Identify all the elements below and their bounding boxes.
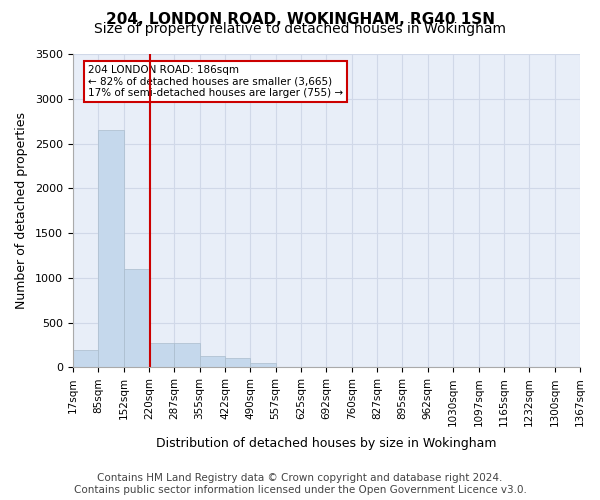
- Bar: [98, 130, 124, 368]
- Bar: [73, 350, 98, 368]
- Bar: [200, 356, 225, 368]
- Text: 204, LONDON ROAD, WOKINGHAM, RG40 1SN: 204, LONDON ROAD, WOKINGHAM, RG40 1SN: [106, 12, 494, 28]
- Text: Size of property relative to detached houses in Wokingham: Size of property relative to detached ho…: [94, 22, 506, 36]
- Text: Contains HM Land Registry data © Crown copyright and database right 2024.
Contai: Contains HM Land Registry data © Crown c…: [74, 474, 526, 495]
- Y-axis label: Number of detached properties: Number of detached properties: [15, 112, 28, 309]
- Bar: [124, 269, 149, 368]
- Bar: [225, 358, 250, 368]
- Bar: [149, 343, 174, 367]
- X-axis label: Distribution of detached houses by size in Wokingham: Distribution of detached houses by size …: [156, 437, 497, 450]
- Text: 204 LONDON ROAD: 186sqm
← 82% of detached houses are smaller (3,665)
17% of semi: 204 LONDON ROAD: 186sqm ← 82% of detache…: [88, 65, 343, 98]
- Bar: [250, 363, 275, 368]
- Bar: [174, 343, 200, 367]
